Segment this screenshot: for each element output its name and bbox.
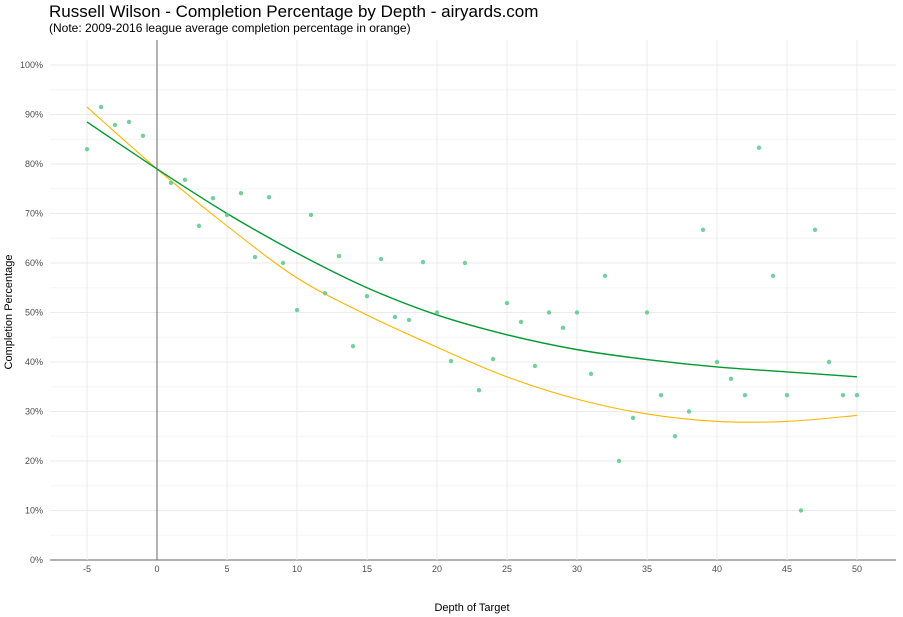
x-tick-label: 30	[572, 564, 582, 574]
x-tick-label: 25	[502, 564, 512, 574]
x-tick-label: -5	[83, 564, 91, 574]
data-point	[98, 104, 104, 110]
data-point	[280, 260, 286, 266]
x-tick-label: 45	[782, 564, 792, 574]
data-point	[630, 415, 636, 421]
data-point	[448, 358, 454, 364]
data-point	[140, 133, 146, 138]
y-tick-label: 50%	[25, 308, 43, 318]
x-tick-label: 5	[224, 564, 229, 574]
data-point	[322, 290, 328, 296]
data-point	[616, 458, 622, 464]
data-point	[182, 177, 188, 183]
y-tick-label: 30%	[25, 407, 43, 417]
data-point	[854, 392, 860, 398]
data-point	[714, 359, 720, 365]
data-point	[266, 194, 272, 200]
x-tick-label: 10	[292, 564, 302, 574]
data-point	[224, 212, 230, 218]
y-tick-label: 10%	[25, 506, 43, 516]
data-point	[392, 314, 398, 320]
data-point	[462, 260, 468, 266]
data-point	[742, 392, 748, 398]
data-point	[840, 392, 846, 398]
y-tick-label: 100%	[20, 60, 43, 70]
x-axis-label: Depth of Target	[434, 602, 509, 614]
league-average-line	[86, 106, 858, 423]
data-point	[784, 392, 790, 398]
data-point	[434, 310, 440, 315]
data-point	[560, 325, 566, 331]
y-axis-label: Completion Percentage	[3, 255, 15, 370]
data-point	[420, 259, 426, 265]
data-point	[406, 317, 412, 323]
data-point	[812, 227, 818, 233]
data-point	[252, 254, 258, 260]
data-point	[546, 310, 552, 315]
y-tick-label: 70%	[25, 209, 43, 219]
data-point	[364, 293, 370, 299]
data-point	[672, 434, 678, 439]
data-point	[504, 300, 510, 306]
data-point	[112, 122, 118, 128]
data-point	[658, 392, 664, 398]
data-point	[826, 359, 832, 365]
data-point	[350, 343, 356, 349]
data-point	[588, 371, 594, 377]
y-tick-label: 20%	[25, 456, 43, 466]
data-point	[126, 119, 132, 125]
data-point	[196, 223, 202, 229]
data-point	[644, 310, 650, 315]
data-point	[476, 388, 482, 393]
y-tick-label: 90%	[25, 110, 43, 120]
data-point	[168, 180, 174, 186]
data-point	[84, 146, 90, 152]
x-tick-label: 40	[712, 564, 722, 574]
x-tick-label: 0	[154, 564, 159, 574]
data-point	[518, 319, 524, 325]
data-point	[574, 310, 580, 315]
data-point	[602, 273, 608, 279]
y-tick-label: 80%	[25, 159, 43, 169]
data-point	[770, 273, 776, 279]
data-point	[686, 409, 692, 414]
data-point	[210, 195, 216, 201]
data-point	[756, 145, 762, 150]
y-tick-label: 60%	[25, 258, 43, 268]
wilson-fit-line	[86, 121, 858, 378]
x-tick-label: 50	[852, 564, 862, 574]
data-point	[308, 212, 314, 218]
chart-title: Russell Wilson - Completion Percentage b…	[49, 2, 539, 21]
chart-subtitle: (Note: 2009-2016 league average completi…	[49, 21, 411, 35]
data-point	[490, 356, 496, 362]
data-point	[336, 253, 342, 259]
data-point	[294, 307, 300, 313]
data-point	[798, 508, 804, 513]
data-point	[532, 363, 538, 369]
data-point	[728, 376, 734, 382]
data-point	[238, 191, 244, 196]
y-tick-label: 0%	[30, 555, 43, 565]
x-tick-label: 20	[432, 564, 442, 574]
data-point	[700, 227, 706, 233]
y-tick-label: 40%	[25, 357, 43, 367]
x-tick-label: 15	[362, 564, 372, 574]
x-tick-label: 35	[642, 564, 652, 574]
data-point	[378, 256, 384, 262]
